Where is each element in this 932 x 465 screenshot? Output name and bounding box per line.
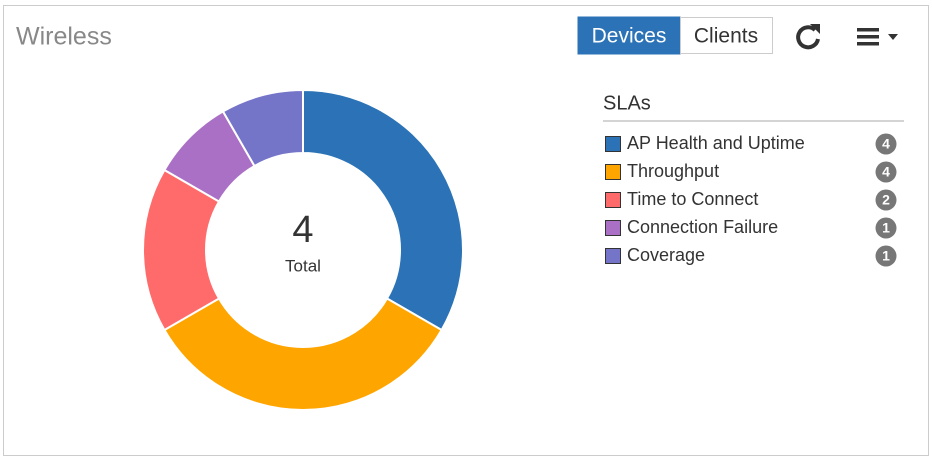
menu-bar bbox=[857, 28, 879, 32]
badge bbox=[875, 245, 897, 267]
donut-slice bbox=[221, 88, 304, 168]
legend-swatch bbox=[605, 164, 621, 180]
panel bbox=[3, 5, 929, 456]
menu-bar bbox=[857, 35, 879, 39]
legend-swatch bbox=[605, 220, 621, 236]
menu-bar bbox=[857, 42, 879, 46]
badge-value: 2 bbox=[882, 192, 890, 208]
legend-swatch bbox=[605, 192, 621, 208]
legend-label: AP Health and Uptime bbox=[627, 133, 805, 153]
legend-label: Connection Failure bbox=[627, 217, 778, 237]
badge-value: 1 bbox=[882, 220, 890, 236]
menu-caret bbox=[888, 34, 898, 40]
badge bbox=[875, 133, 897, 155]
center-value: 4 bbox=[292, 209, 313, 251]
tab-label: Clients bbox=[694, 25, 758, 48]
center-label: Total bbox=[285, 256, 321, 275]
legend-swatch bbox=[605, 136, 621, 152]
badge bbox=[875, 189, 897, 211]
tab-devices[interactable]: Devices bbox=[577, 16, 681, 55]
tab-clients[interactable]: Clients bbox=[680, 17, 773, 54]
badge bbox=[875, 217, 897, 239]
donut-slice bbox=[163, 297, 443, 411]
tab-bg bbox=[577, 16, 681, 55]
legend-title: SLAs bbox=[603, 92, 651, 114]
badge bbox=[875, 161, 897, 183]
tab-label: Devices bbox=[592, 25, 667, 48]
menu-button[interactable] bbox=[857, 28, 898, 46]
refresh-icon bbox=[796, 25, 820, 50]
refresh-button[interactable] bbox=[796, 24, 820, 50]
widget-title: Wireless bbox=[16, 23, 112, 51]
legend-label: Time to Connect bbox=[627, 189, 758, 209]
badge-value: 4 bbox=[882, 164, 890, 180]
legend-label: Throughput bbox=[627, 161, 719, 181]
donut-slice bbox=[302, 88, 464, 332]
legend-swatch bbox=[605, 248, 621, 264]
badge-value: 4 bbox=[882, 136, 890, 152]
legend-label: Coverage bbox=[627, 245, 705, 265]
badge-value: 1 bbox=[882, 248, 890, 264]
tab-bg bbox=[680, 17, 773, 54]
refresh-arrow bbox=[810, 24, 820, 34]
